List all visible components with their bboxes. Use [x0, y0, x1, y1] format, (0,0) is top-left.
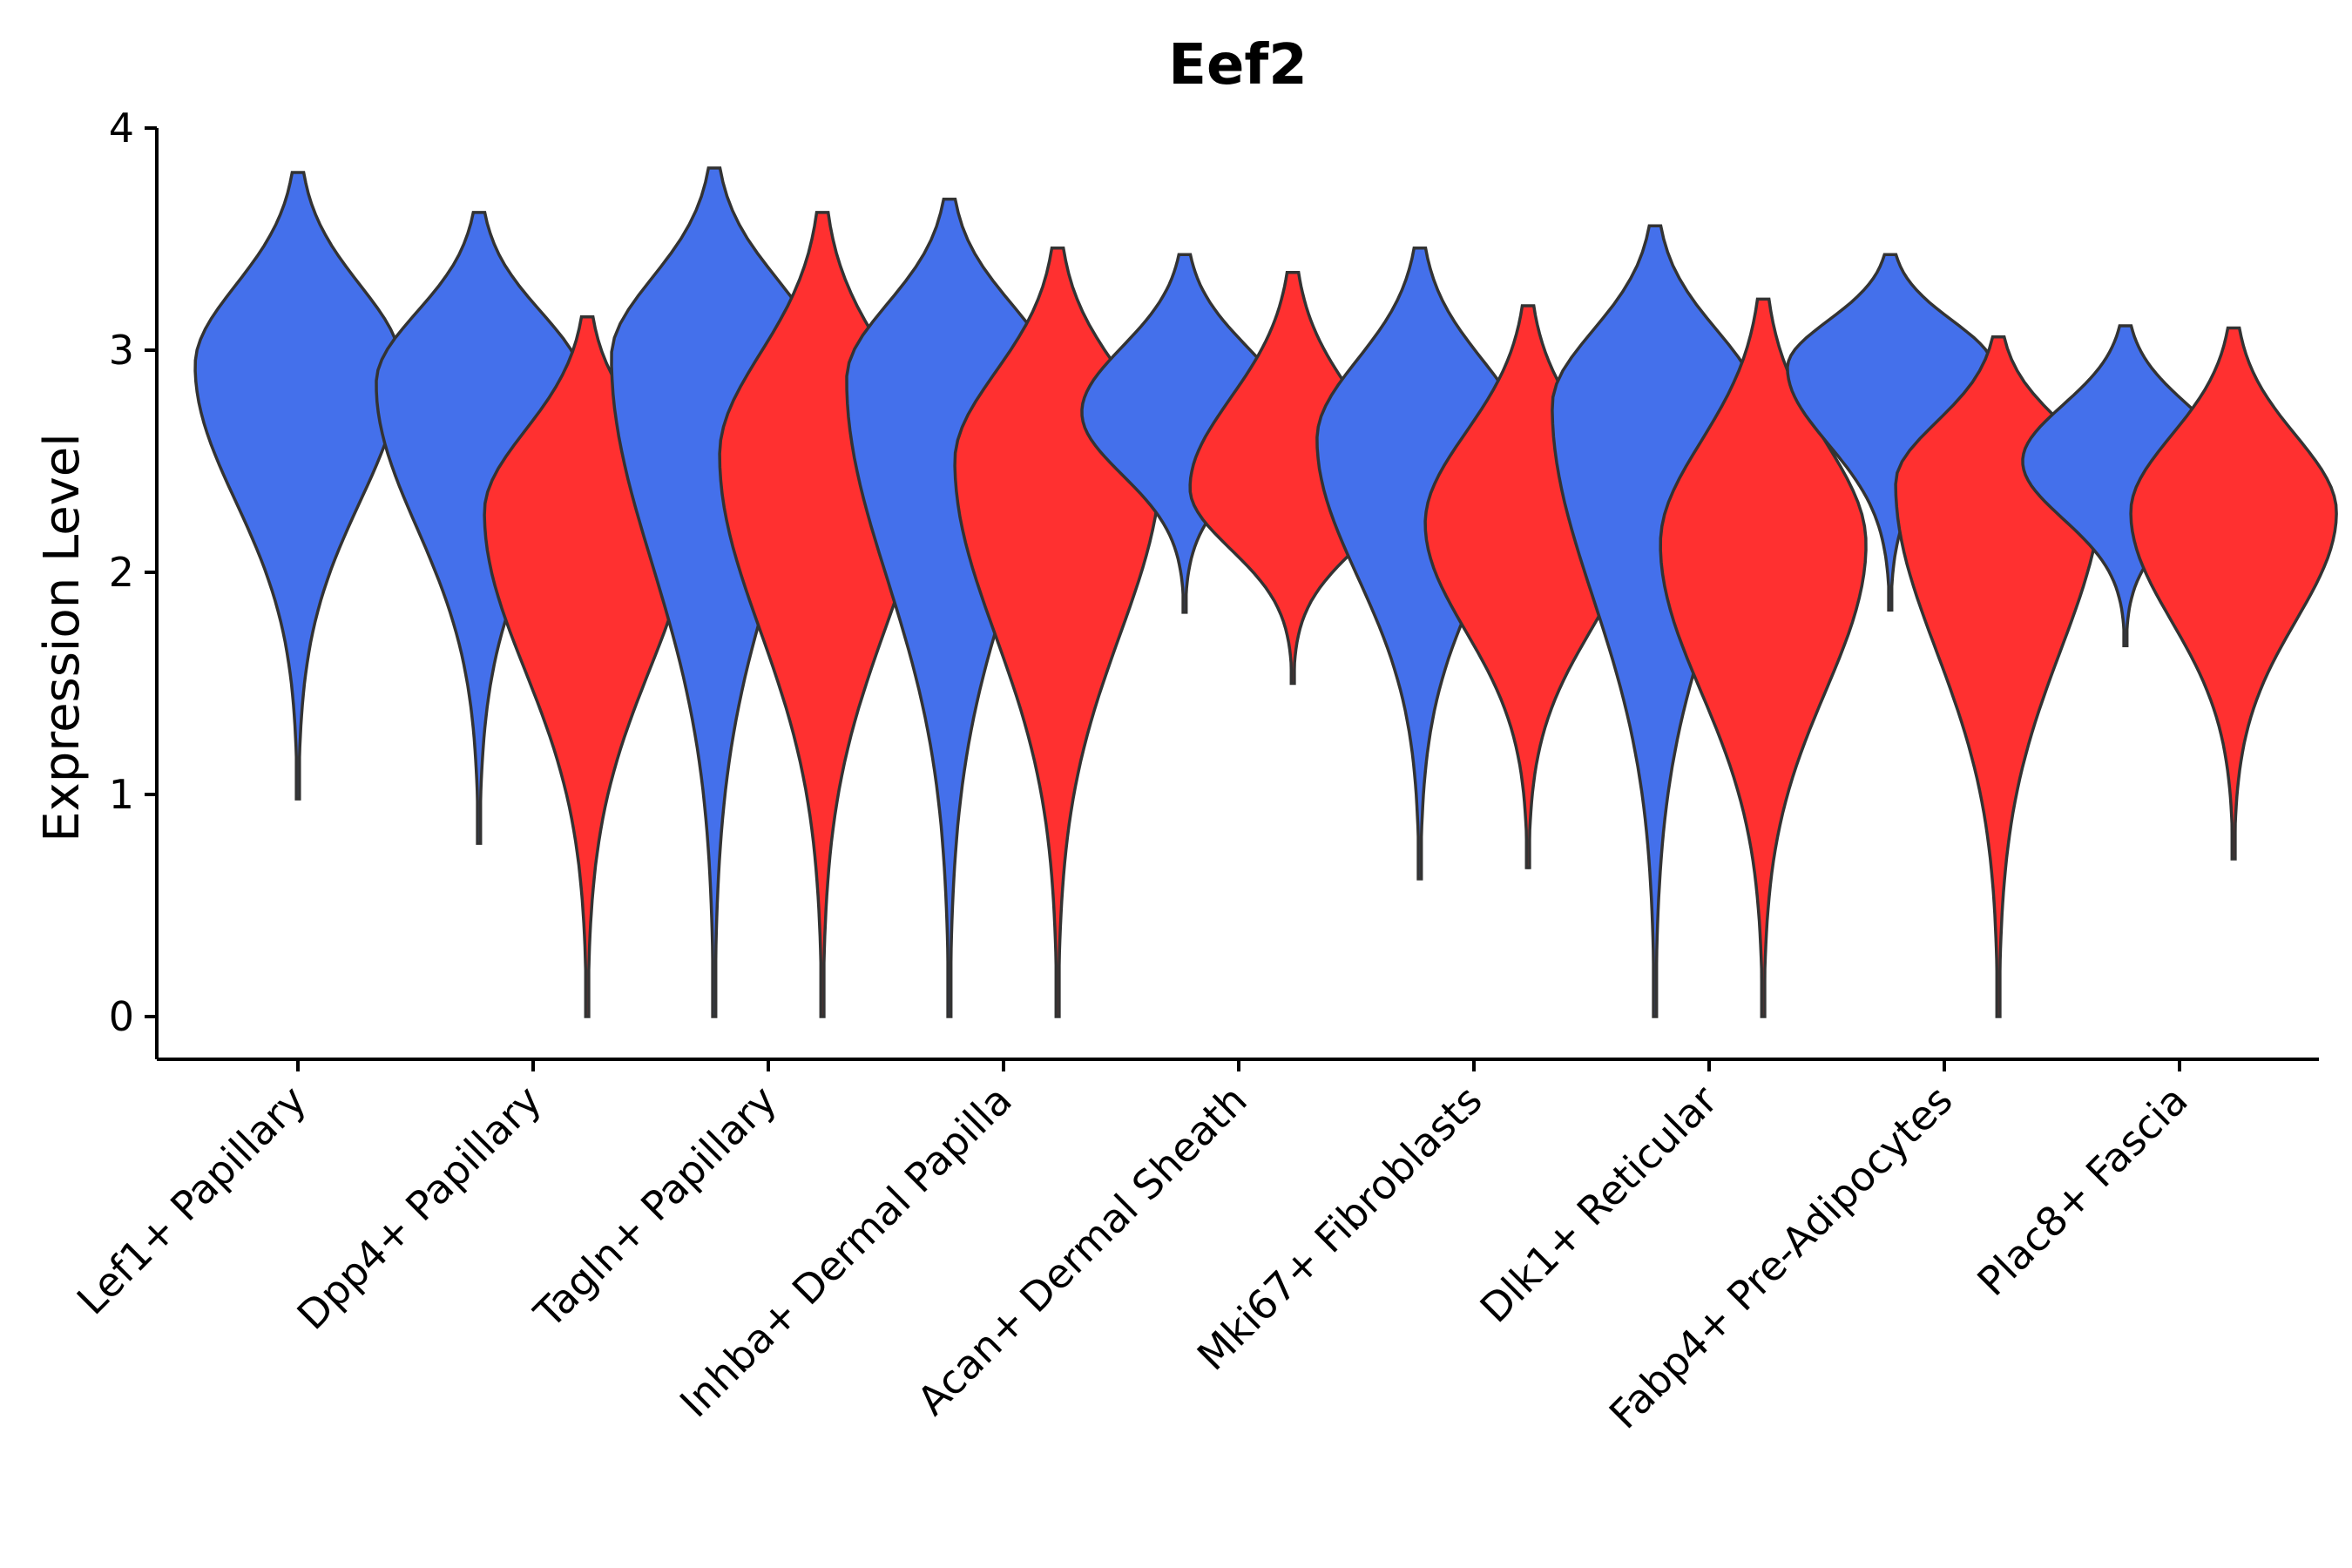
y-tick-label: 3: [109, 327, 134, 374]
x-tick-label: Dpp4+ Papillary: [288, 1077, 551, 1339]
y-axis: 0 1 2 3 4: [109, 105, 159, 1059]
x-tick-label: Dlk1+ Reticular: [1471, 1077, 1727, 1332]
y-axis-label: Expression Level: [34, 433, 91, 842]
x-tick-label: Lef1+ Papillary: [68, 1077, 315, 1324]
violin-group1-6: [1551, 224, 1760, 1018]
chart-title: Eef2: [1168, 33, 1308, 98]
y-tick-label: 2: [109, 549, 134, 596]
violin-group1-5: [1315, 246, 1524, 881]
y-tick-label: 0: [109, 993, 134, 1040]
violin-group2-7: [2129, 326, 2338, 861]
x-tick-label: Tagln+ Papillary: [524, 1077, 786, 1338]
violin-group2-5: [1659, 297, 1868, 1018]
violin-group1-0: [193, 171, 402, 801]
y-tick-label: 1: [109, 771, 134, 818]
violin-group1-1: [375, 211, 584, 845]
x-tick-label: Plac8+ Fascia: [1968, 1077, 2196, 1305]
y-tick-label: 4: [109, 105, 134, 152]
violins-group: [193, 166, 2338, 1018]
